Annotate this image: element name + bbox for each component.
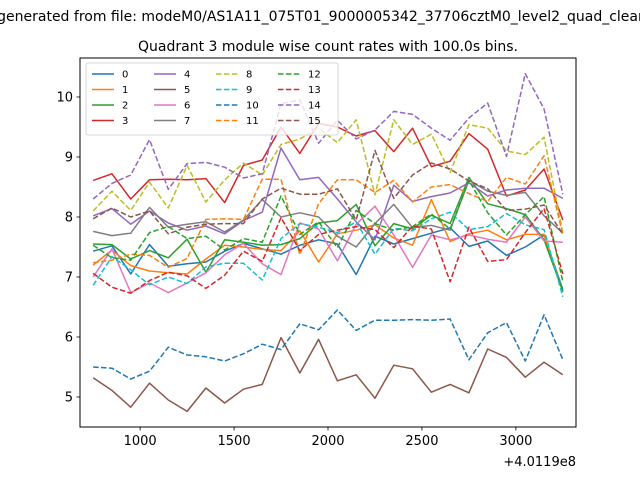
legend-label-15: 15 (308, 116, 321, 127)
y-tick-label: 9 (65, 151, 73, 166)
legend-label-6: 6 (184, 101, 190, 112)
x-offset-label: +4.0119e8 (503, 455, 576, 470)
y-tick-label: 8 (65, 211, 73, 226)
legend-label-5: 5 (184, 85, 190, 96)
legend-label-2: 2 (122, 101, 128, 112)
legend-label-3: 3 (122, 116, 128, 127)
legend-label-11: 11 (246, 116, 259, 127)
legend-label-14: 14 (308, 101, 321, 112)
x-tick-label: 2500 (405, 434, 438, 449)
y-tick-label: 5 (65, 391, 73, 406)
legend-label-13: 13 (308, 85, 321, 96)
series-line-12 (92, 179, 564, 282)
series-line-13 (92, 207, 564, 294)
series-line-4 (92, 147, 564, 241)
series-line-15 (92, 149, 564, 235)
y-tick-label: 10 (56, 91, 73, 106)
series-line-10 (93, 309, 564, 380)
x-axis: 1000 1500 2000 2500 3000 (124, 427, 532, 449)
y-tick-label: 7 (65, 271, 73, 286)
x-tick-label: 1500 (218, 434, 251, 449)
y-tick-label: 6 (65, 331, 73, 346)
legend-label-8: 8 (246, 70, 252, 81)
legend-box (85, 62, 339, 136)
y-axis: 5 6 7 8 9 10 (56, 91, 80, 406)
x-tick-label: 2000 (311, 434, 344, 449)
legend-label-12: 12 (308, 70, 321, 81)
series-line-7 (92, 179, 564, 248)
x-tick-label: 3000 (499, 434, 532, 449)
legend-label-0: 0 (122, 70, 128, 81)
axes-title: Quadrant 3 module wise count rates with … (138, 39, 518, 55)
series-line-5 (92, 336, 564, 413)
series-line-9 (92, 211, 564, 298)
x-tick-label: 1000 (124, 434, 157, 449)
series-line-6 (92, 205, 563, 294)
legend-label-4: 4 (184, 70, 190, 81)
figure-suptitle: Plot generated from file: modeM0/AS1A11_… (0, 9, 640, 25)
legend-label-9: 9 (246, 85, 252, 96)
legend-label-7: 7 (184, 116, 190, 127)
plot-area (92, 72, 564, 413)
legend-label-1: 1 (122, 85, 128, 96)
legend-label-10: 10 (246, 101, 259, 112)
